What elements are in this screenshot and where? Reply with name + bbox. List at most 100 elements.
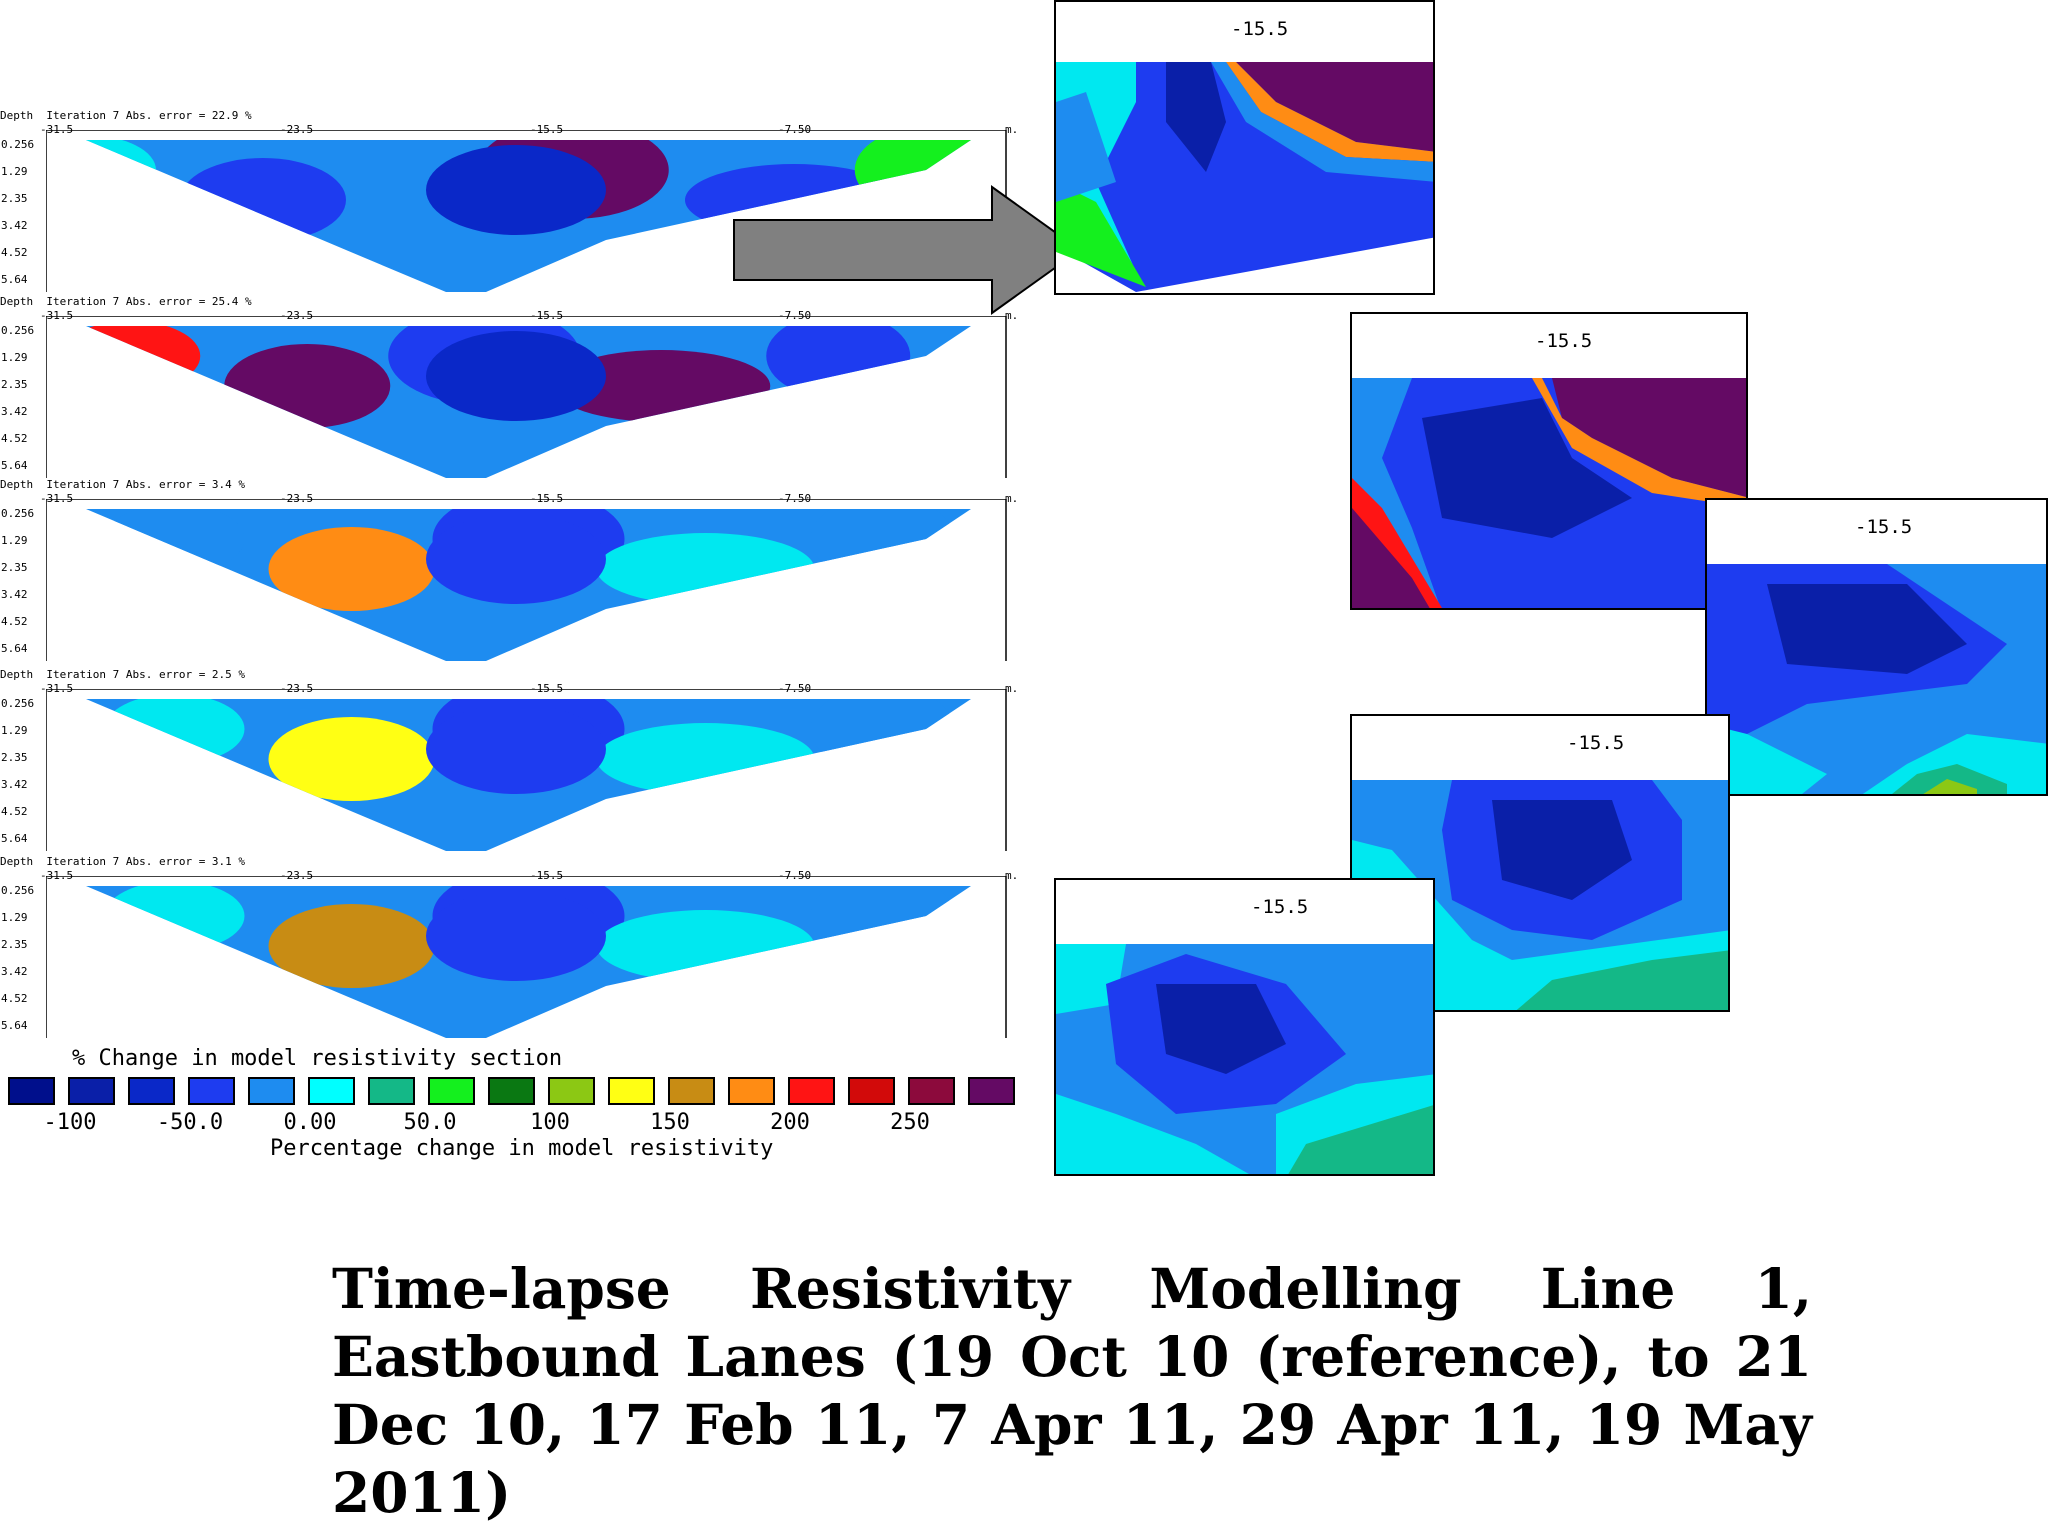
inset-label: -15.5 [1855,516,1913,538]
section-header: Iteration 7 Abs. error = 3.4 % [33,478,246,491]
section-header: Iteration 7 Abs. error = 3.1 % [33,855,246,868]
depth-tick-label: 1.29 [1,351,28,364]
legend-value: -100 [43,1110,97,1135]
depth-tick-label: 1.29 [1,165,28,178]
inset-3: -15.5 [1705,498,2048,796]
legend-swatch [608,1077,655,1105]
depth-tick-label: 3.42 [1,405,28,418]
inset-plot [1352,378,1746,608]
figure-caption: Time-lapse Resistivity Modelling Line 1,… [332,1256,1812,1525]
depth-tick-label: 4.52 [1,805,28,818]
depth-tick-label: 2.35 [1,751,28,764]
resistivity-section: Depth Iteration 7 Abs. error = 3.1 % -31.… [0,855,1019,1041]
depth-tick-label: 0.256 [1,507,35,520]
inset-axis: -15.5 [1352,314,1746,374]
depth-tick-label: 1.29 [1,534,28,547]
depth-tick-label: 5.64 [1,1019,28,1032]
legend-swatch [248,1077,295,1105]
depth-tick-label: 0.256 [1,697,35,710]
depth-tick-label: 3.42 [1,588,28,601]
legend-swatch [8,1077,55,1105]
legend-swatch [548,1077,595,1105]
legend-swatch [308,1077,355,1105]
depth-tick-label: 1.29 [1,724,28,737]
x-tick-label: m. [1005,123,1019,136]
depth-tick-label: 5.64 [1,642,28,655]
section-header: Iteration 7 Abs. error = 2.5 % [33,668,246,681]
legend-swatch [428,1077,475,1105]
legend-swatch [668,1077,715,1105]
legend-swatch [788,1077,835,1105]
depth-tick-label: 3.42 [1,965,28,978]
legend-value: 250 [890,1110,930,1135]
legend-swatch [968,1077,1015,1105]
inset-label: -15.5 [1231,18,1289,40]
resistivity-section: Depth Iteration 7 Abs. error = 3.4 % -31.… [0,478,1019,664]
legend-swatch [68,1077,115,1105]
depth-tick-label: 4.52 [1,615,28,628]
inset-plot [1056,944,1433,1174]
legend-value: 50.0 [403,1110,457,1135]
depth-label: Depth [0,855,34,868]
depth-tick-label: 0.256 [1,324,35,337]
section-header: Iteration 7 Abs. error = 25.4 % [33,295,252,308]
x-tick-label: m. [1005,492,1019,505]
depth-label: Depth [0,109,34,122]
x-tick-label: m. [1005,869,1019,882]
x-tick-label: m. [1005,309,1019,322]
depth-tick-label: 3.42 [1,219,28,232]
inset-1: -15.5 [1054,0,1435,295]
depth-tick-label: 2.35 [1,192,28,205]
resistivity-section: Depth Iteration 7 Abs. error = 22.9 % -31… [0,109,1019,295]
depth-tick-label: 3.42 [1,778,28,791]
section-plot [46,689,1007,851]
legend-value: 200 [770,1110,810,1135]
legend-swatch [848,1077,895,1105]
depth-tick-label: 2.35 [1,938,28,951]
inset-label: -15.5 [1535,330,1593,352]
legend-value: 0.00 [283,1110,337,1135]
depth-tick-label: 5.64 [1,832,28,845]
depth-tick-label: 2.35 [1,378,28,391]
depth-tick-label: 4.52 [1,246,28,259]
legend-title: % Change in model resistivity section [72,1046,563,1071]
depth-tick-label: 4.52 [1,432,28,445]
inset-label: -15.5 [1567,732,1625,754]
depth-tick-label: 0.256 [1,138,35,151]
legend-value: 100 [530,1110,570,1135]
section-plot [46,316,1007,478]
resistivity-section: Depth Iteration 7 Abs. error = 25.4 % -31… [0,295,1019,481]
depth-label: Depth [0,668,34,681]
depth-label: Depth [0,478,34,491]
depth-label: Depth [0,295,34,308]
legend-swatch [128,1077,175,1105]
depth-tick-label: 5.64 [1,459,28,472]
section-header: Iteration 7 Abs. error = 22.9 % [33,109,252,122]
legend-swatch [188,1077,235,1105]
inset-axis: -15.5 [1056,880,1433,940]
arrow-icon [733,185,1082,315]
depth-tick-label: 0.256 [1,884,35,897]
section-plot [46,499,1007,661]
legend-value: 150 [650,1110,690,1135]
depth-tick-label: 5.64 [1,273,28,286]
inset-label: -15.5 [1251,896,1309,918]
depth-tick-label: 4.52 [1,992,28,1005]
legend-value: -50.0 [156,1110,224,1135]
legend-swatch [488,1077,535,1105]
section-plot [46,876,1007,1038]
inset-5: -15.5 [1054,878,1435,1176]
inset-axis: -15.5 [1707,500,2046,560]
inset-plot [1056,62,1433,292]
depth-tick-label: 1.29 [1,911,28,924]
inset-plot [1352,780,1728,1010]
depth-tick-label: 2.35 [1,561,28,574]
legend-swatch [908,1077,955,1105]
resistivity-section: Depth Iteration 7 Abs. error = 2.5 % -31.… [0,668,1019,854]
inset-axis: -15.5 [1056,2,1433,62]
inset-axis: -15.5 [1352,716,1728,776]
inset-2: -15.5 [1350,312,1748,610]
inset-plot [1707,564,2046,794]
legend-axis-label: Percentage change in model resistivity [270,1136,774,1161]
x-tick-label: m. [1005,682,1019,695]
